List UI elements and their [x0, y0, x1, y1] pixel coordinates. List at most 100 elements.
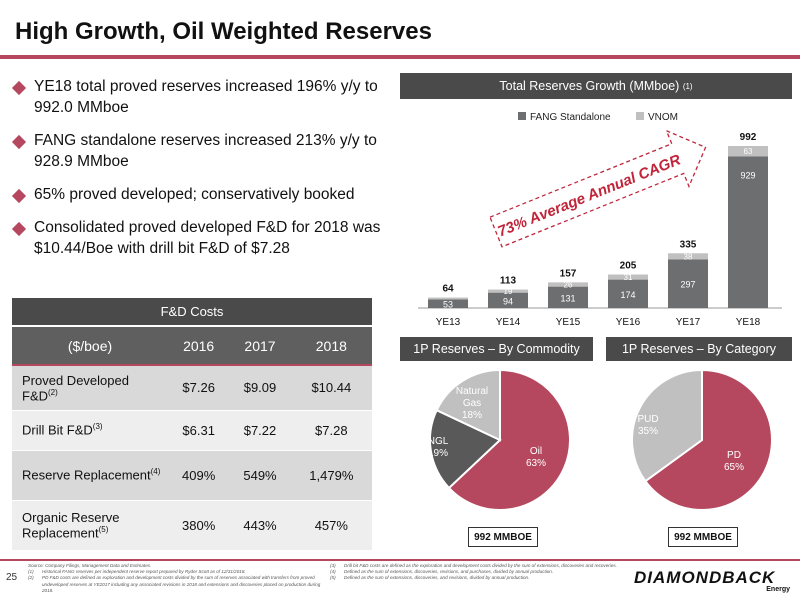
footnote: (1) Historical FANG reserves per independ… — [28, 569, 246, 575]
x-tick-label: YE16 — [616, 317, 641, 328]
x-tick-label: YE15 — [556, 317, 581, 328]
cagr-label: 73% Average Annual CAGR — [495, 151, 683, 240]
bullet-item: Consolidated proved developed F&D for 20… — [10, 217, 390, 259]
footnote: (4) Defined as the sum of extensions, dis… — [330, 569, 554, 575]
commodity-total-badge: 992 MMBOE — [468, 527, 538, 547]
bar-fang — [608, 279, 648, 308]
slice-label: NGL 19% — [428, 436, 449, 459]
source-note: Source: Company Filings, Management Data… — [28, 563, 152, 568]
footnotes-left: Source: Company Filings, Management Data… — [28, 563, 328, 594]
diamond-bullet-icon — [11, 80, 27, 96]
bar-vnom — [428, 297, 468, 300]
cagr-arrow-icon — [489, 129, 707, 248]
slice-label: Oil 63% — [526, 446, 546, 469]
row-label: Proved Developed F&D(2) — [12, 364, 168, 410]
total-label: 113 — [500, 276, 517, 287]
footnote: (2) PD F&D costs are defined as explorati… — [28, 575, 321, 593]
company-logo: DIAMONDBACK Energy — [634, 568, 794, 594]
legend-label: VNOM — [648, 112, 678, 123]
data-label-fang: 929 — [740, 170, 755, 180]
data-label-vnom: 31 — [624, 273, 633, 282]
table-cell: $7.26 — [168, 364, 230, 410]
table-cell: $7.22 — [229, 409, 291, 450]
data-label-vnom: 38 — [684, 252, 693, 261]
bar-fang — [488, 292, 528, 308]
legend-swatch — [518, 112, 526, 120]
pie-slice — [429, 408, 502, 490]
table-row: Reserve Replacement(4) 409% 549% 1,479% — [12, 449, 372, 500]
category-total-badge: 992 MMBOE — [668, 527, 738, 547]
pie-slice — [447, 368, 571, 511]
diamond-bullet-icon — [11, 188, 27, 204]
footer-divider — [0, 559, 800, 561]
diamond-bullet-icon — [11, 221, 27, 237]
row-label: Drill Bit F&D(3) — [12, 409, 168, 450]
column-header: 2018 — [290, 327, 372, 366]
column-header: 2017 — [229, 327, 291, 366]
table-cell: 549% — [229, 449, 291, 500]
table-row: Drill Bit F&D(3) $6.31 $7.22 $7.28 — [12, 409, 372, 450]
slice-label: PUD 35% — [637, 414, 658, 437]
data-label-fang: 174 — [620, 290, 635, 300]
table-row: Organic Reserve Replacement(5) 380% 443%… — [12, 499, 372, 550]
legend-swatch — [636, 112, 644, 120]
diamond-bullet-icon — [11, 134, 27, 150]
footnotes-right: (3) Drill bit F&D costs are defined as th… — [330, 563, 630, 582]
data-label-fang: 53 — [443, 300, 453, 310]
page-number: 25 — [6, 572, 18, 583]
data-label-fang: 94 — [503, 296, 513, 306]
row-label: Reserve Replacement(4) — [12, 449, 168, 500]
commodity-chart-title: 1P Reserves – By Commodity — [400, 337, 593, 361]
bar-vnom — [548, 282, 588, 287]
footnote: (5) Defined as the sum of extensions, dis… — [330, 575, 530, 581]
table-cell: $9.09 — [229, 364, 291, 410]
total-label: 992 — [740, 132, 757, 143]
data-label-vnom: 63 — [744, 147, 753, 156]
total-label: 335 — [680, 239, 697, 250]
data-label-fang: 297 — [680, 280, 695, 290]
table-cell: $7.28 — [290, 409, 372, 450]
data-label-vnom: 26 — [564, 280, 573, 289]
data-label-vnom: 19 — [504, 287, 513, 296]
row-label: Organic Reserve Replacement(5) — [12, 499, 168, 550]
table-cell: 1,479% — [290, 449, 372, 500]
fd-costs-title: F&D Costs — [12, 298, 372, 325]
page-title: High Growth, Oil Weighted Reserves — [15, 18, 432, 45]
table-cell: 409% — [168, 449, 230, 500]
bullet-item: YE18 total proved reserves increased 196… — [10, 76, 390, 118]
bullet-list: YE18 total proved reserves increased 196… — [10, 76, 390, 271]
table-cell: 380% — [168, 499, 230, 550]
commodity-pie-chart: Oil 63% NGL 19% Natural Gas 18% — [428, 368, 571, 511]
title-divider — [0, 55, 800, 59]
pie-slice — [643, 368, 773, 511]
total-label: 64 — [442, 284, 454, 295]
bar-fang — [428, 299, 468, 308]
logo-subtitle: Energy — [766, 586, 790, 593]
x-tick-label: YE13 — [436, 317, 461, 328]
category-pie-chart: PD 65% PUD 35% — [631, 368, 773, 511]
bullet-item: FANG standalone reserves increased 213% … — [10, 130, 390, 172]
slice-label: Natural Gas 18% — [456, 386, 488, 421]
bar-fang — [668, 259, 708, 308]
pie-slice — [435, 368, 501, 442]
table-cell: 443% — [229, 499, 291, 550]
bar-vnom — [668, 253, 708, 260]
bar-fang — [728, 156, 768, 308]
column-header: 2016 — [168, 327, 230, 366]
table-header-row: ($/boe) 2016 2017 2018 — [12, 327, 372, 366]
total-label: 205 — [620, 261, 637, 272]
total-label: 157 — [560, 268, 577, 279]
fd-costs-table: ($/boe) 2016 2017 2018 Proved Developed … — [12, 327, 372, 550]
x-tick-label: YE14 — [496, 317, 521, 328]
table-cell: 457% — [290, 499, 372, 550]
logo-wordmark: DIAMONDBACK — [634, 568, 776, 587]
x-tick-label: YE17 — [676, 317, 701, 328]
table-row: Proved Developed F&D(2) $7.26 $9.09 $10.… — [12, 364, 372, 410]
bar-vnom — [728, 146, 768, 157]
bullet-item: 65% proved developed; conservatively boo… — [10, 184, 390, 205]
slice-label: PD 65% — [724, 450, 744, 473]
table-cell: $10.44 — [290, 364, 372, 410]
footnote: (3) Drill bit F&D costs are defined as th… — [330, 563, 617, 568]
bar-fang — [548, 286, 588, 308]
